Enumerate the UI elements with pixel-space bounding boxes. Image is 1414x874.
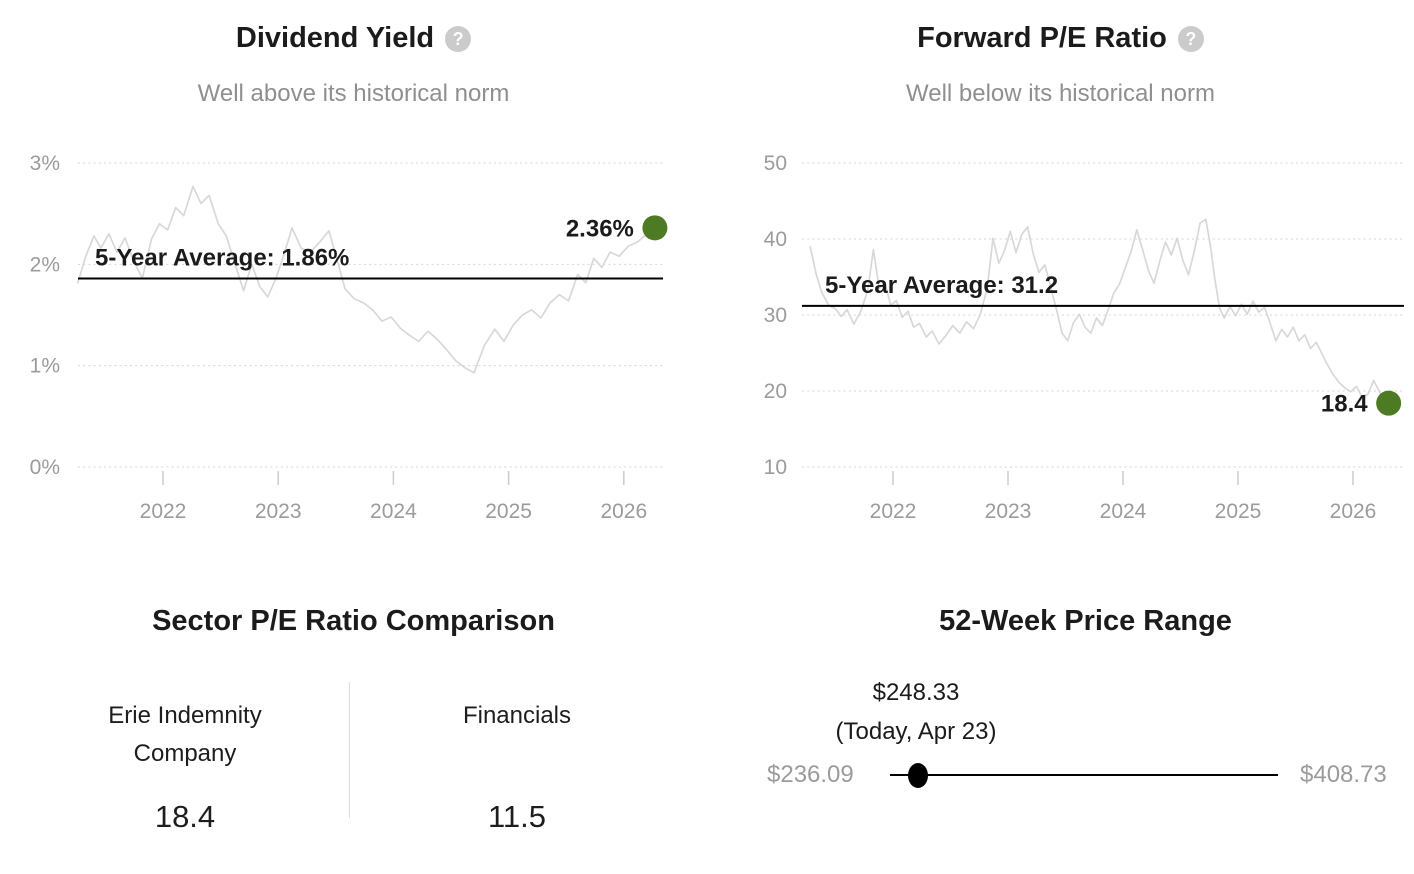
x-axis-label: 2024	[370, 500, 417, 523]
dividend-yield-chart: 3% 2% 1% 0% 2022 2023 2024 2025 2026 5-Year Avera…	[30, 152, 668, 523]
forward-pe-panel: Forward P/E Ratio ? Well below its histo…	[707, 0, 1414, 575]
x-axis-label: 2022	[870, 500, 917, 523]
x-axis-label: 2025	[485, 500, 532, 523]
y-axis-label: 10	[764, 456, 787, 479]
average-label: 5-Year Average: 31.2	[825, 272, 1058, 299]
dividend-yield-panel: Dividend Yield ? Well above its historic…	[0, 0, 707, 575]
company-pe-value: 18.4	[154, 799, 216, 834]
x-axis-label: 2023	[255, 500, 302, 523]
help-icon[interactable]: ?	[1177, 25, 1204, 52]
price-range-section: 52-Week Price Range $248.33 (Today, Apr …	[707, 575, 1414, 874]
current-value-dot	[1376, 390, 1402, 416]
dividend-yield-header: Dividend Yield ?	[0, 22, 707, 55]
sector-item-company: Erie Indemnity Company 18.4	[35, 697, 335, 835]
sector-comparison-title: Sector P/E Ratio Comparison	[152, 605, 555, 637]
price-slider-handle[interactable]	[907, 762, 928, 788]
y-axis-label: 20	[764, 380, 787, 403]
current-value-label: 18.4	[1321, 391, 1368, 418]
x-axis-label: 2025	[1215, 500, 1262, 523]
company-name: Erie Indemnity Company	[108, 702, 262, 767]
average-label: 5-Year Average: 1.86%	[95, 245, 349, 272]
y-axis-label: 1%	[30, 355, 60, 378]
forward-pe-chart: 50 40 30 20 10 2022 2023 2024 2025 2026 5-Year Ave…	[764, 152, 1404, 523]
y-axis-label: 50	[764, 152, 787, 175]
price-range-title: 52-Week Price Range	[939, 605, 1232, 637]
x-axis-label: 2024	[1100, 500, 1147, 523]
vertical-divider	[349, 682, 350, 818]
forward-pe-header: Forward P/E Ratio ?	[707, 22, 1414, 55]
range-low-label: $236.09	[767, 761, 854, 788]
sector-pe-value: 11.5	[487, 799, 547, 834]
y-axis-label: 3%	[30, 152, 60, 175]
current-value-dot	[642, 215, 668, 241]
forward-pe-subtitle: Well below its historical norm	[906, 80, 1215, 107]
dividend-yield-title: Dividend Yield	[235, 22, 435, 54]
current-price-date: (Today, Apr 23)	[835, 718, 997, 745]
series-line	[809, 218, 1390, 407]
series-line	[76, 185, 656, 374]
current-price-label: $248.33	[872, 679, 960, 706]
range-high-label: $408.73	[1300, 761, 1387, 788]
y-axis-label: 40	[764, 228, 787, 251]
forward-pe-title: Forward P/E Ratio	[917, 22, 1167, 54]
x-axis-label: 2026	[1330, 500, 1377, 523]
sector-item-sector: Financials 11.5	[372, 697, 662, 835]
price-range-track	[890, 774, 1278, 776]
y-axis-label: 30	[764, 304, 787, 327]
dividend-yield-subtitle: Well above its historical norm	[197, 80, 510, 107]
sector-name: Financials	[462, 702, 572, 729]
x-axis-label: 2023	[985, 500, 1032, 523]
sector-pe-comparison-section: Sector P/E Ratio Comparison Erie Indemni…	[0, 575, 707, 874]
y-axis-label: 2%	[30, 253, 60, 276]
help-icon[interactable]: ?	[445, 25, 472, 52]
y-axis-label: 0%	[30, 456, 60, 479]
current-value-label: 2.36%	[566, 215, 634, 242]
x-axis-label: 2026	[600, 500, 647, 523]
x-axis-label: 2022	[140, 500, 187, 523]
